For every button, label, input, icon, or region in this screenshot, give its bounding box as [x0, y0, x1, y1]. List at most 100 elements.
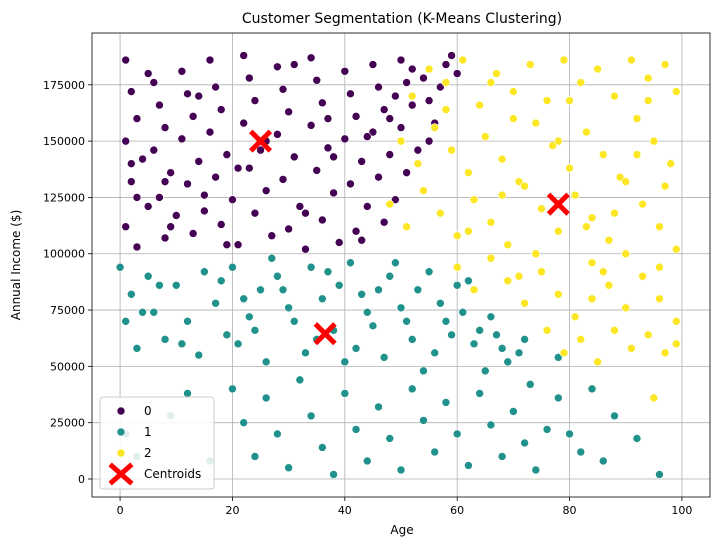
data-point-cluster-2 — [610, 326, 619, 335]
data-point-cluster-1 — [357, 289, 366, 299]
data-point-cluster-1 — [149, 308, 159, 317]
data-point-cluster-0 — [160, 123, 170, 132]
legend-marker-cluster-1 — [116, 427, 126, 437]
data-point-cluster-0 — [200, 206, 209, 216]
y-axis-ticks: 0 25000 50000 75000 100000 125000 150000 175000 — [43, 79, 92, 486]
data-point-cluster-0 — [301, 244, 310, 254]
data-point-cluster-1 — [200, 267, 209, 277]
data-point-cluster-1 — [452, 429, 462, 439]
x-tick-label: 80 — [563, 504, 577, 517]
data-point-cluster-1 — [407, 335, 417, 344]
data-point-cluster-2 — [587, 213, 597, 222]
data-point-cluster-2 — [497, 190, 507, 200]
data-point-cluster-0 — [323, 114, 333, 123]
data-point-cluster-2 — [627, 55, 636, 65]
data-point-cluster-1 — [318, 294, 327, 304]
data-point-cluster-1 — [419, 416, 428, 425]
data-point-cluster-2 — [542, 326, 552, 335]
data-point-cluster-2 — [621, 303, 631, 313]
data-point-cluster-1 — [323, 267, 333, 277]
data-point-cluster-0 — [200, 190, 209, 200]
data-point-cluster-1 — [306, 411, 316, 421]
data-point-cluster-1 — [424, 267, 434, 277]
data-point-cluster-0 — [385, 114, 395, 123]
data-point-cluster-1 — [284, 463, 293, 473]
data-point-cluster-2 — [570, 190, 580, 200]
data-point-cluster-2 — [542, 96, 552, 105]
data-point-cluster-0 — [132, 193, 142, 202]
data-point-cluster-1 — [430, 447, 440, 457]
data-point-cluster-1 — [256, 285, 265, 295]
data-point-cluster-1 — [554, 353, 563, 362]
data-point-cluster-2 — [424, 64, 434, 74]
data-point-cluster-1 — [362, 308, 372, 317]
data-point-cluster-1 — [464, 461, 473, 470]
data-point-cluster-1 — [503, 357, 513, 367]
data-point-cluster-2 — [666, 159, 675, 168]
data-point-cluster-2 — [565, 96, 574, 105]
data-point-cluster-0 — [329, 188, 338, 198]
data-point-cluster-0 — [306, 53, 316, 63]
data-point-cluster-0 — [436, 82, 445, 92]
data-point-cluster-1 — [514, 348, 524, 358]
legend-marker-cluster-2 — [116, 448, 126, 458]
data-point-cluster-0 — [250, 96, 260, 105]
data-point-cluster-2 — [509, 87, 518, 96]
data-point-cluster-2 — [447, 145, 456, 155]
data-point-cluster-1 — [194, 350, 204, 360]
data-point-cluster-0 — [374, 82, 383, 92]
data-point-cluster-0 — [452, 69, 462, 78]
data-point-cluster-0 — [138, 154, 147, 164]
data-point-cluster-2 — [565, 163, 574, 173]
data-point-cluster-1 — [436, 298, 445, 308]
legend-label-centroids: Centroids — [144, 467, 201, 481]
data-point-cluster-2 — [604, 280, 614, 290]
data-point-cluster-2 — [660, 181, 670, 191]
data-point-cluster-0 — [171, 211, 181, 220]
data-point-cluster-1 — [250, 452, 260, 461]
data-point-cluster-2 — [582, 222, 591, 232]
data-point-cluster-2 — [464, 226, 473, 236]
x-tick-label: 0 — [117, 504, 124, 517]
data-point-cluster-0 — [413, 145, 423, 155]
data-point-cluster-0 — [419, 73, 428, 83]
data-point-cluster-1 — [289, 317, 299, 326]
data-point-cluster-0 — [127, 87, 136, 96]
data-point-cluster-0 — [318, 215, 327, 225]
y-tick-label: 100000 — [43, 248, 85, 261]
data-point-cluster-1 — [520, 335, 529, 344]
data-point-cluster-1 — [346, 258, 355, 268]
centroid-marker — [249, 129, 273, 153]
data-point-cluster-2 — [655, 262, 664, 272]
data-point-cluster-2 — [643, 73, 653, 83]
y-tick-label: 75000 — [50, 304, 85, 317]
data-point-cluster-0 — [424, 136, 434, 146]
data-point-cluster-1 — [273, 271, 282, 281]
data-point-cluster-2 — [671, 244, 681, 254]
data-point-cluster-2 — [621, 177, 631, 186]
data-point-cluster-2 — [396, 136, 406, 146]
data-point-cluster-2 — [660, 348, 670, 358]
legend-label-cluster-1: 1 — [144, 425, 152, 439]
data-point-cluster-1 — [480, 366, 490, 376]
data-point-cluster-2 — [671, 87, 681, 96]
data-point-cluster-2 — [587, 258, 597, 268]
data-point-cluster-2 — [610, 91, 619, 101]
data-point-cluster-1 — [155, 280, 164, 290]
data-point-cluster-0 — [284, 224, 293, 234]
data-point-cluster-0 — [346, 89, 355, 99]
data-point-cluster-1 — [329, 470, 338, 479]
data-point-cluster-2 — [660, 60, 670, 69]
data-point-cluster-1 — [486, 420, 496, 430]
data-point-cluster-1 — [267, 253, 277, 263]
data-point-cluster-1 — [492, 330, 501, 340]
data-point-cluster-2 — [464, 168, 473, 177]
data-point-cluster-2 — [593, 64, 602, 74]
data-point-cluster-0 — [205, 127, 215, 137]
data-point-cluster-1 — [368, 321, 378, 331]
data-point-cluster-0 — [132, 242, 142, 252]
data-point-cluster-0 — [362, 202, 372, 211]
data-point-cluster-0 — [222, 150, 232, 159]
data-point-cluster-1 — [475, 326, 484, 335]
data-point-cluster-0 — [447, 51, 456, 60]
